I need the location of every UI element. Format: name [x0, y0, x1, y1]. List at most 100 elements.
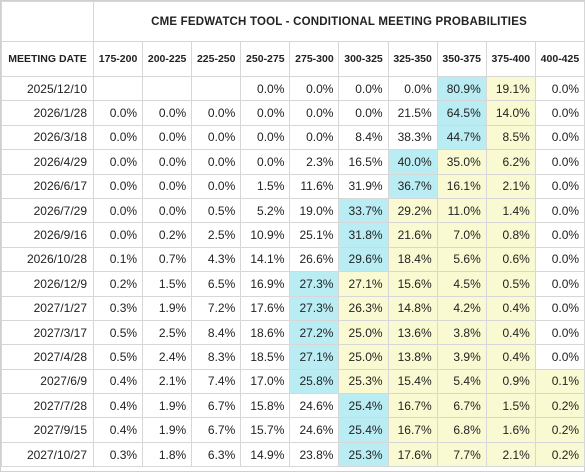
probability-cell: 16.1% [436, 173, 487, 199]
probability-cell: 14.8% [387, 295, 438, 321]
probability-cell: 1.9% [142, 417, 193, 443]
probability-cell: 24.6% [289, 393, 340, 419]
probability-cell: 0.9% [485, 368, 536, 395]
probability-cell: 0.4% [92, 417, 144, 443]
probability-cell: 0.0% [191, 124, 242, 151]
probability-cell: 2.5% [142, 319, 193, 346]
probability-cell: 0.3% [92, 441, 144, 468]
probability-cell: 15.4% [387, 368, 438, 395]
rate-range-header: 175-200 [92, 41, 144, 77]
table-row: 2026/9/16 0.0% 0.2% 2.5% 10.9% 25.1% 31.8% 21.6… [1, 222, 585, 248]
probability-cell: 6.5% [191, 271, 242, 297]
probability-cell: 14.0% [485, 100, 536, 126]
rate-range-header: 400-425 [534, 41, 585, 77]
probability-cell: 7.7% [436, 441, 487, 468]
probability-cell: 64.5% [436, 100, 487, 126]
probability-cell: 14.1% [240, 246, 291, 273]
probability-cell: 0.8% [485, 222, 536, 248]
probability-cell: 0.2% [92, 271, 144, 297]
probability-cell: 0.0% [534, 124, 585, 151]
probability-cell: 0.0% [534, 100, 585, 126]
probability-cell: 0.0% [338, 100, 389, 126]
probability-cell: 14.9% [240, 441, 291, 468]
probability-cell: 8.4% [191, 319, 242, 346]
probability-cell: 0.0% [92, 197, 144, 224]
rate-range-header: 200-225 [142, 41, 193, 77]
probability-cell: 0.0% [534, 149, 585, 175]
meeting-date-cell: 2027/3/17 [1, 319, 94, 346]
table-row: 2027/7/28 0.4% 1.9% 6.7% 15.8% 24.6% 25.4% 16.7… [1, 393, 585, 419]
probability-cell: 0.0% [191, 100, 242, 126]
probability-cell: 19.1% [485, 75, 536, 102]
table-row: 2026/10/28 0.1% 0.7% 4.3% 14.1% 26.6% 29.6% 18.… [1, 246, 585, 273]
meeting-date-cell: 2026/4/29 [1, 149, 94, 175]
probability-cell: 35.0% [436, 149, 487, 175]
table-body: 2025/12/10 0.0% 0.0% 0.0% 0.0% 80.9% 19.1% 0.0%… [1, 75, 585, 468]
probability-cell: 24.6% [289, 417, 340, 443]
probability-cell: 0.4% [485, 295, 536, 321]
probability-cell: 6.7% [191, 417, 242, 443]
probability-cell: 0.0% [534, 295, 585, 321]
probability-cell: 38.3% [387, 124, 438, 151]
probability-cell: 6.7% [191, 393, 242, 419]
table-row: 2027/6/9 0.4% 2.1% 7.4% 17.0% 25.8% 25.3% 15.4%… [1, 368, 585, 395]
probability-cell: 25.1% [289, 222, 340, 248]
rate-range-header: 375-400 [485, 41, 536, 77]
probability-cell: 0.0% [534, 197, 585, 224]
meeting-date-cell: 2026/10/28 [1, 246, 94, 273]
probability-cell: 31.8% [338, 222, 389, 248]
probability-cell: 0.0% [534, 75, 585, 102]
meeting-date-cell: 2026/9/16 [1, 222, 94, 248]
table-row: 2026/4/29 0.0% 0.0% 0.0% 0.0% 2.3% 16.5% 40.0% 3… [1, 149, 585, 175]
probability-cell: 11.6% [289, 173, 340, 199]
probability-cell: 3.8% [436, 319, 487, 346]
probability-cell: 0.2% [142, 222, 193, 248]
table-row: 2027/9/15 0.4% 1.9% 6.7% 15.7% 24.6% 25.4% 16.7… [1, 417, 585, 443]
probability-cell: 5.4% [436, 368, 487, 395]
probability-cell: 27.1% [289, 344, 340, 370]
probability-cell: 0.0% [534, 222, 585, 248]
probability-cell: 44.7% [436, 124, 487, 151]
table-row: 2027/3/17 0.5% 2.5% 8.4% 18.6% 27.2% 25.0% 13.6… [1, 319, 585, 346]
probability-cell: 16.7% [387, 417, 438, 443]
probability-cell: 0.4% [485, 319, 536, 346]
probability-cell: 25.0% [338, 319, 389, 346]
probability-cell: 29.6% [338, 246, 389, 273]
probability-cell: 0.0% [240, 100, 291, 126]
probability-cell: 0.0% [289, 75, 340, 102]
meeting-date-cell: 2026/6/17 [1, 173, 94, 199]
probability-cell: 25.3% [338, 368, 389, 395]
probability-cell: 6.2% [485, 149, 536, 175]
probability-cell: 1.8% [142, 441, 193, 468]
probability-cell: 6.8% [436, 417, 487, 443]
probability-cell: 0.0% [338, 75, 389, 102]
probability-cell: 19.0% [289, 197, 340, 224]
probability-cell: 0.0% [534, 173, 585, 199]
probability-cell: 25.0% [338, 344, 389, 370]
probability-cell: 4.5% [436, 271, 487, 297]
probability-cell: 0.0% [534, 319, 585, 346]
probability-cell: 2.1% [485, 441, 536, 468]
meeting-date-cell: 2026/1/28 [1, 100, 94, 126]
probability-cell: 16.9% [240, 271, 291, 297]
probability-cell: 1.9% [142, 393, 193, 419]
probability-cell: 0.0% [534, 271, 585, 297]
probability-cell: 5.2% [240, 197, 291, 224]
probability-cell: 25.8% [289, 368, 340, 395]
probability-cell: 23.8% [289, 441, 340, 468]
probability-cell: 0.2% [534, 441, 585, 468]
meeting-date-cell: 2026/7/29 [1, 197, 94, 224]
probability-cell: 25.3% [338, 441, 389, 468]
probability-cell: 0.5% [92, 319, 144, 346]
probability-cell: 8.3% [191, 344, 242, 370]
probability-cell: 8.4% [338, 124, 389, 151]
probability-cell: 29.2% [387, 197, 438, 224]
probability-cell: 6.7% [436, 393, 487, 419]
probability-cell: 3.9% [436, 344, 487, 370]
header-row: MEETING DATE 175-200 200-225 225-250 250-27… [1, 41, 585, 77]
probability-cell: 0.0% [191, 173, 242, 199]
probability-cell: 0.0% [142, 124, 193, 151]
rate-range-header: 325-350 [387, 41, 438, 77]
